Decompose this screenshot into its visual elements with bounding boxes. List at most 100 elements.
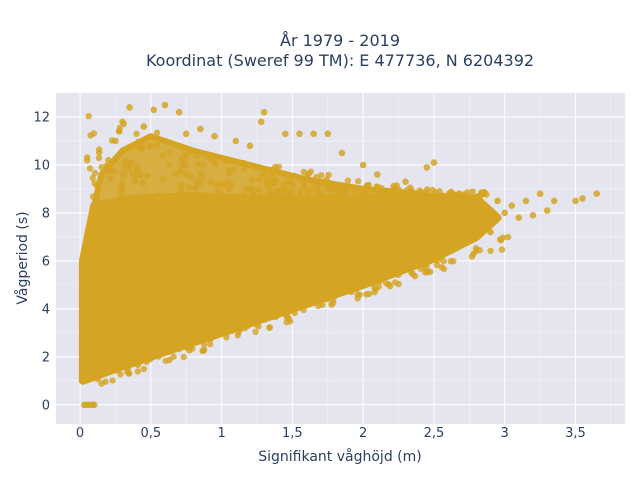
data-point — [170, 353, 177, 360]
data-point — [220, 181, 228, 189]
data-point — [579, 195, 586, 202]
data-point — [90, 401, 98, 409]
data-point — [508, 202, 516, 209]
data-point — [134, 368, 141, 375]
data-point — [98, 163, 105, 171]
data-point — [368, 279, 375, 286]
data-point — [183, 344, 190, 351]
data-point — [153, 129, 161, 136]
data-point — [338, 149, 346, 157]
data-point — [118, 190, 125, 197]
data-point — [197, 179, 204, 187]
data-point — [473, 195, 481, 202]
data-point — [200, 347, 207, 355]
data-point — [155, 353, 162, 360]
data-point — [420, 261, 427, 268]
data-point — [85, 113, 92, 120]
data-point — [130, 171, 137, 178]
data-point — [83, 157, 91, 164]
data-point — [501, 209, 509, 217]
data-point — [152, 195, 159, 202]
data-point — [344, 177, 352, 184]
data-point — [390, 182, 397, 190]
data-point — [374, 171, 381, 178]
data-point — [213, 194, 220, 201]
data-point — [139, 179, 147, 186]
data-point — [256, 176, 263, 183]
data-point — [120, 168, 128, 176]
data-point — [423, 164, 431, 171]
data-point — [246, 142, 254, 150]
data-point — [593, 190, 600, 197]
data-point — [176, 345, 183, 353]
data-point — [83, 339, 91, 346]
data-point — [363, 291, 370, 298]
data-point — [429, 194, 436, 201]
data-point — [323, 176, 330, 183]
data-point — [465, 193, 473, 201]
data-point — [256, 187, 263, 194]
data-point — [79, 372, 87, 380]
data-point — [381, 190, 388, 197]
data-point — [138, 145, 145, 152]
data-point — [147, 142, 154, 149]
data-point — [241, 165, 248, 173]
data-point — [440, 192, 447, 199]
data-point — [202, 335, 210, 342]
data-point — [372, 286, 379, 293]
data-point — [140, 365, 148, 373]
data-point — [188, 173, 195, 181]
data-point — [264, 182, 271, 189]
data-point — [90, 370, 98, 377]
data-point — [240, 191, 247, 199]
data-point — [497, 237, 505, 244]
data-point — [440, 257, 447, 265]
data-point — [115, 127, 123, 135]
data-point — [182, 161, 189, 169]
data-point — [110, 167, 117, 174]
data-point — [404, 192, 411, 199]
data-point — [409, 270, 416, 278]
data-point — [360, 189, 367, 197]
data-point — [190, 329, 197, 337]
data-point — [515, 214, 523, 221]
data-point — [522, 197, 530, 205]
data-point — [300, 168, 308, 176]
data-point — [345, 279, 353, 286]
data-point — [430, 159, 438, 166]
x-tick-label: 2 — [359, 426, 367, 441]
data-point — [351, 187, 359, 194]
data-point — [232, 137, 240, 145]
data-point — [324, 295, 331, 303]
data-point — [543, 207, 551, 214]
data-point — [487, 247, 494, 254]
data-point — [137, 172, 144, 179]
data-point — [347, 287, 354, 295]
data-point — [177, 168, 184, 176]
data-point — [104, 167, 112, 174]
data-point — [373, 183, 381, 190]
y-tick-label: 10 — [33, 158, 50, 173]
data-point — [432, 189, 439, 196]
data-point — [300, 306, 307, 314]
data-point — [207, 341, 214, 348]
data-point — [416, 187, 423, 194]
data-point — [504, 233, 512, 241]
data-point — [143, 358, 150, 365]
data-point — [159, 152, 166, 159]
data-point — [93, 358, 101, 365]
data-point — [404, 186, 411, 194]
data-point — [166, 161, 173, 169]
data-point — [225, 167, 233, 174]
data-point — [117, 184, 124, 191]
data-point — [243, 186, 250, 193]
data-point — [344, 186, 351, 194]
data-point — [185, 184, 193, 191]
data-point — [133, 130, 140, 137]
data-point — [228, 327, 235, 334]
x-axis-title: Signifikant våghöjd (m) — [258, 448, 421, 465]
data-point — [219, 194, 226, 201]
data-point — [359, 161, 367, 169]
data-point — [150, 106, 157, 114]
